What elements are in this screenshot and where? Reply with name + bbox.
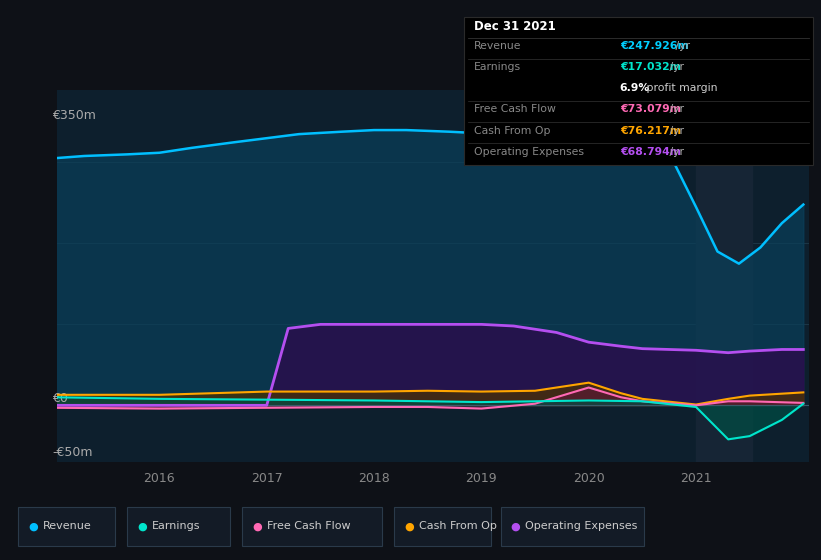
Bar (696, 90, 752, 462)
Text: Operating Expenses: Operating Expenses (474, 147, 584, 157)
Text: ●: ● (252, 521, 262, 531)
Text: Cash From Op: Cash From Op (474, 125, 550, 136)
Text: €68.794m: €68.794m (620, 147, 681, 157)
Text: Revenue: Revenue (43, 521, 91, 531)
Text: Earnings: Earnings (474, 62, 521, 72)
Text: -€50m: -€50m (52, 446, 93, 459)
Text: Dec 31 2021: Dec 31 2021 (474, 20, 556, 32)
Text: ●: ● (137, 521, 147, 531)
Text: profit margin: profit margin (643, 83, 718, 94)
Text: ●: ● (28, 521, 38, 531)
Text: ●: ● (511, 521, 521, 531)
Text: €17.032m: €17.032m (620, 62, 681, 72)
Text: €76.217m: €76.217m (620, 125, 681, 136)
Text: Cash From Op: Cash From Op (419, 521, 497, 531)
Text: €350m: €350m (52, 109, 96, 122)
Text: /yr: /yr (666, 62, 684, 72)
Text: Free Cash Flow: Free Cash Flow (474, 105, 556, 114)
Text: €73.079m: €73.079m (620, 105, 681, 114)
Text: /yr: /yr (666, 125, 684, 136)
Text: 6.9%: 6.9% (620, 83, 650, 94)
Text: €247.926m: €247.926m (620, 41, 689, 51)
Text: Free Cash Flow: Free Cash Flow (267, 521, 351, 531)
Text: Revenue: Revenue (474, 41, 521, 51)
Text: Operating Expenses: Operating Expenses (525, 521, 638, 531)
Text: /yr: /yr (672, 41, 690, 51)
Text: /yr: /yr (666, 105, 684, 114)
Text: ●: ● (404, 521, 414, 531)
Text: /yr: /yr (666, 147, 684, 157)
Text: €0: €0 (52, 393, 68, 405)
Text: Earnings: Earnings (152, 521, 200, 531)
